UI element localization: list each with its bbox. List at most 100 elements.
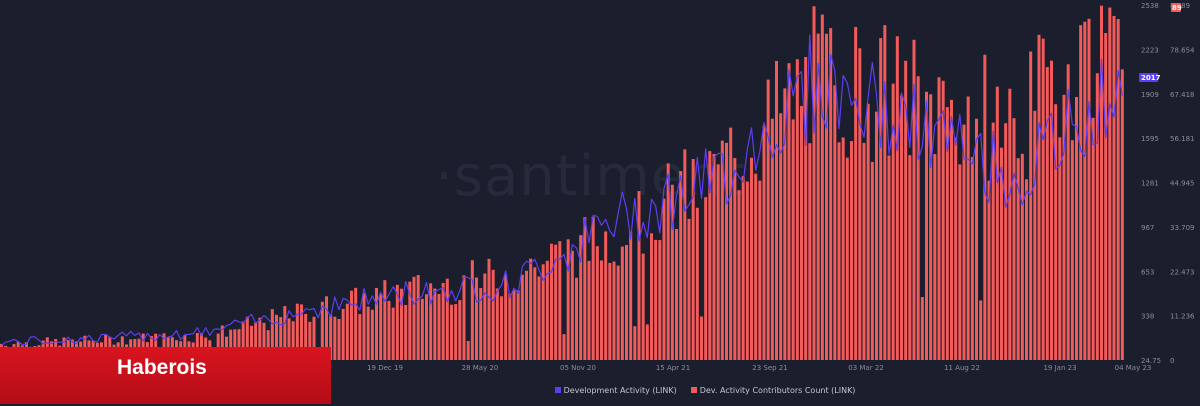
contributors-bar: [1037, 34, 1041, 360]
contributors-bar: [875, 111, 878, 361]
contributors-bar: [275, 314, 278, 360]
contributors-bar: [787, 63, 791, 360]
y-right-tick: 22.473: [1170, 268, 1195, 276]
contributors-bar: [416, 275, 420, 360]
contributors-bar: [837, 142, 841, 360]
contributors-bar: [645, 324, 649, 360]
contributors-bar: [254, 322, 258, 360]
contributors-bar: [379, 293, 383, 360]
x-tick: 19 Jan 23: [1043, 364, 1076, 372]
contributors-bar: [904, 60, 908, 361]
contributors-current-badge: 89: [1171, 3, 1182, 12]
contributors-bar: [241, 321, 245, 360]
contributors-bar: [808, 143, 812, 360]
contributors-bar: [437, 293, 441, 360]
contributors-bar: [220, 325, 224, 360]
contributors-bar: [562, 334, 566, 360]
contributors-bar: [216, 333, 220, 360]
contributors-bar: [487, 258, 491, 360]
x-tick: 05 Nov 20: [560, 364, 596, 372]
contributors-bar: [450, 304, 453, 360]
contributors-bar: [912, 39, 916, 360]
contributors-bar: [387, 300, 391, 360]
contributors-bar: [833, 85, 837, 360]
contributors-bar: [945, 107, 949, 360]
activity-current-badge: 2017: [1139, 73, 1161, 82]
contributors-bar: [1083, 21, 1087, 360]
contributors-bar: [629, 231, 633, 360]
y-axis-right: 89.8978.65467.41856.18144.94533.70922.47…: [1170, 2, 1195, 365]
contributors-bar: [845, 157, 849, 360]
contributors-bar: [337, 318, 341, 360]
contributors-bar: [737, 190, 741, 360]
legend-label-activity: Development Activity (LINK): [563, 385, 677, 395]
contributors-bar: [670, 184, 674, 360]
contributors-bar: [533, 267, 537, 360]
contributors-bar: [616, 265, 620, 360]
contributors-bar: [962, 124, 966, 360]
contributors-bar: [608, 262, 612, 360]
contributors-bar: [350, 290, 353, 360]
contributors-bar: [683, 149, 687, 360]
contributors-bar: [704, 197, 708, 360]
contributors-bar: [595, 246, 599, 360]
contributors-bar: [950, 99, 953, 360]
contributors-bar: [1012, 118, 1016, 360]
contributors-bar: [920, 297, 924, 360]
contributors-bar: [504, 274, 508, 360]
contributors-bar: [1112, 15, 1116, 361]
contributors-bar: [1108, 7, 1112, 360]
contributors-bar: [1041, 38, 1045, 361]
contributors-bar: [908, 155, 912, 360]
contributors-bar: [937, 77, 941, 360]
contributors-bar: [716, 164, 720, 360]
contributors-bar: [783, 88, 787, 360]
contributors-bar: [1016, 158, 1020, 360]
contributors-bar: [262, 322, 266, 360]
y-right-tick: 78.654: [1170, 46, 1195, 54]
contributors-bar: [1058, 137, 1062, 360]
contributors-bar: [441, 283, 445, 360]
legend-item-contributors[interactable]: Dev. Activity Contributors Count (LINK): [690, 383, 856, 397]
contributors-bar: [1062, 94, 1066, 360]
contributors-bar: [250, 325, 253, 360]
contributors-bar: [500, 296, 503, 360]
x-tick: 19 Dec 19: [367, 364, 403, 372]
x-tick: 03 Mar 22: [848, 364, 883, 372]
contributors-bar: [966, 96, 970, 361]
contributors-bar: [333, 316, 337, 360]
contributors-bar: [1029, 51, 1033, 360]
contributors-bar: [320, 301, 324, 360]
contributors-bars: [0, 5, 1124, 361]
contributors-bar: [1050, 60, 1053, 360]
contributors-bar: [654, 239, 658, 360]
y-left-tick: 967: [1141, 224, 1154, 232]
contributors-bar: [745, 181, 749, 360]
contributors-bar: [1075, 96, 1078, 360]
legend-item-activity[interactable]: Development Activity (LINK): [554, 383, 677, 397]
contributors-bar: [233, 329, 237, 360]
contributors-bar: [591, 216, 595, 360]
contributors-bar: [870, 161, 874, 360]
contributors-bar: [1091, 117, 1095, 360]
y-left-tick: 1281: [1141, 180, 1159, 188]
y-axis-left: 2538 2223 1909 1595 1281 967 653 338 24.75: [1141, 2, 1161, 365]
x-tick: 23 Sep 21: [752, 364, 787, 372]
contributors-bar: [404, 304, 408, 360]
contributors-bar: [620, 246, 624, 360]
y-left-tick: 24.75: [1141, 357, 1161, 365]
legend-label-contributors: Dev. Activity Contributors Count (LINK): [699, 385, 856, 395]
contributors-bar: [445, 278, 449, 360]
contributors-bar: [491, 269, 495, 360]
contributors-bar: [775, 61, 778, 360]
contributors-bar: [570, 250, 574, 360]
contributors-bar: [550, 243, 553, 360]
contributors-bar: [545, 260, 549, 360]
y-left-tick: 1909: [1141, 91, 1159, 99]
contributors-bar: [358, 314, 362, 360]
contributors-bar: [812, 6, 816, 361]
contributors-bar: [862, 142, 866, 360]
contributors-bar: [850, 141, 853, 360]
contributors-bar: [200, 333, 203, 360]
contributors-bar: [412, 276, 416, 360]
